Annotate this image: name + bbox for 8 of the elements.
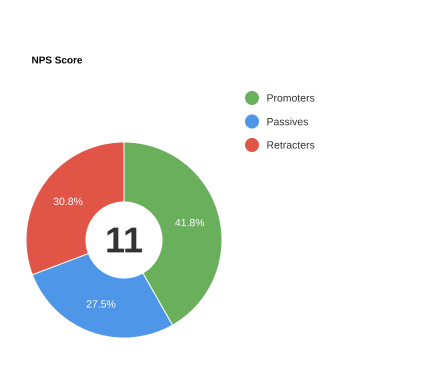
data-label: 41.8% (175, 218, 204, 226)
data-label: 30.8% (54, 198, 82, 206)
data-label: 27.5% (86, 300, 116, 308)
legend-label: Promoters (267, 94, 314, 102)
legend-label: Retracters (267, 141, 314, 149)
chart-title: NPS Score (32, 56, 82, 64)
text: 11 (107, 228, 142, 252)
legend-label: Passives (267, 118, 308, 126)
